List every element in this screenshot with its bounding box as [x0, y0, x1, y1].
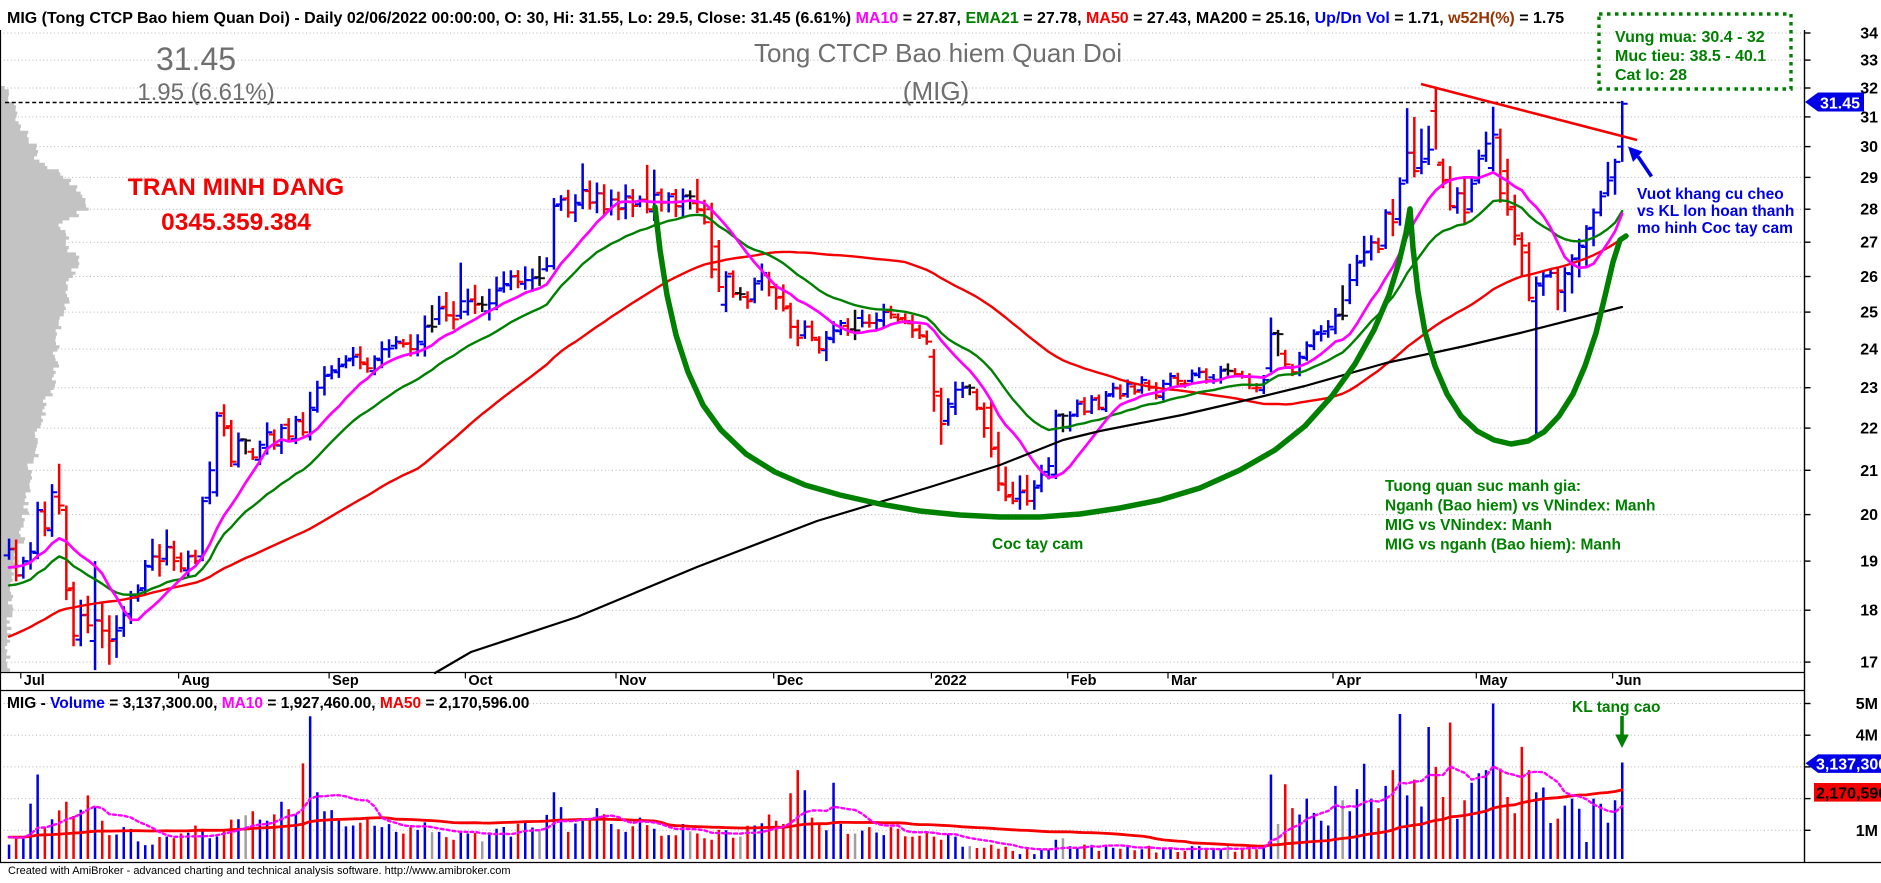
svg-text:Nov: Nov [619, 673, 646, 689]
svg-text:Nganh (Bao hiem) vs VNindex: M: Nganh (Bao hiem) vs VNindex: Manh [1385, 498, 1655, 515]
svg-text:17: 17 [1860, 655, 1878, 672]
svg-text:5M: 5M [1856, 696, 1878, 713]
svg-text:3,137,300: 3,137,300 [1816, 757, 1881, 774]
svg-text:31: 31 [1860, 109, 1878, 126]
svg-text:1M: 1M [1856, 823, 1878, 840]
svg-text:Sep: Sep [332, 673, 359, 689]
svg-text:26: 26 [1860, 269, 1878, 286]
svg-text:KL tang cao: KL tang cao [1572, 699, 1660, 716]
svg-text:May: May [1479, 673, 1507, 689]
svg-text:TRAN MINH DANG: TRAN MINH DANG [128, 174, 344, 201]
svg-text:Apr: Apr [1336, 673, 1361, 689]
svg-text:(MIG): (MIG) [903, 76, 969, 106]
svg-text:Oct: Oct [468, 673, 492, 689]
svg-text:Jul: Jul [24, 673, 45, 689]
svg-text:33: 33 [1860, 53, 1878, 70]
svg-text:MIG (Tong CTCP Bao hiem Quan D: MIG (Tong CTCP Bao hiem Quan Doi) - Dail… [7, 10, 1564, 27]
svg-text:2022: 2022 [934, 673, 966, 689]
svg-text:4M: 4M [1856, 728, 1878, 745]
svg-text:Tong CTCP Bao hiem Quan Doi: Tong CTCP Bao hiem Quan Doi [754, 38, 1122, 68]
svg-text:27: 27 [1860, 235, 1878, 252]
svg-text:Aug: Aug [182, 673, 210, 689]
svg-text:Vuot khang cu cheo: Vuot khang cu cheo [1637, 186, 1784, 203]
svg-text:24: 24 [1860, 342, 1878, 359]
svg-text:22: 22 [1860, 421, 1878, 438]
svg-text:Jun: Jun [1616, 673, 1642, 689]
svg-text:Feb: Feb [1071, 673, 1097, 689]
svg-text:28: 28 [1860, 202, 1878, 219]
svg-text:mo hinh Coc tay cam: mo hinh Coc tay cam [1637, 220, 1793, 237]
svg-text:MIG vs VNindex: Manh: MIG vs VNindex: Manh [1385, 517, 1552, 534]
svg-text:23: 23 [1860, 380, 1878, 397]
svg-text:MIG vs nganh (Bao hiem): Manh: MIG vs nganh (Bao hiem): Manh [1385, 537, 1621, 554]
svg-text:30: 30 [1860, 139, 1878, 156]
svg-text:21: 21 [1860, 463, 1878, 480]
svg-text:Dec: Dec [777, 673, 804, 689]
svg-text:Coc tay cam: Coc tay cam [992, 536, 1083, 553]
svg-text:Vung mua: 30.4 - 32: Vung mua: 30.4 - 32 [1615, 29, 1765, 46]
svg-text:19: 19 [1860, 554, 1878, 571]
svg-text:20: 20 [1860, 507, 1878, 524]
svg-text:0345.359.384: 0345.359.384 [161, 209, 311, 236]
svg-text:29: 29 [1860, 170, 1878, 187]
svg-text:31.45: 31.45 [156, 41, 236, 77]
svg-text:2,170,596: 2,170,596 [1816, 786, 1881, 803]
svg-text:vs KL lon hoan thanh: vs KL lon hoan thanh [1637, 203, 1794, 220]
svg-text:Tuong quan suc manh gia:: Tuong quan suc manh gia: [1385, 478, 1581, 495]
svg-text:34: 34 [1860, 26, 1878, 43]
svg-text:25: 25 [1860, 305, 1878, 322]
svg-text:Cat lo: 28: Cat lo: 28 [1615, 67, 1687, 84]
svg-text:MIG - Volume = 3,137,300.00, M: MIG - Volume = 3,137,300.00, MA10 = 1,92… [7, 695, 529, 712]
svg-text:Created with AmiBroker - advan: Created with AmiBroker - advanced charti… [8, 865, 511, 877]
svg-text:Mar: Mar [1171, 673, 1197, 689]
svg-text:1.95 (6.61%): 1.95 (6.61%) [137, 79, 274, 106]
svg-text:18: 18 [1860, 603, 1878, 620]
svg-text:31.45: 31.45 [1820, 96, 1860, 113]
svg-text:Muc tieu: 38.5 - 40.1: Muc tieu: 38.5 - 40.1 [1615, 48, 1766, 65]
